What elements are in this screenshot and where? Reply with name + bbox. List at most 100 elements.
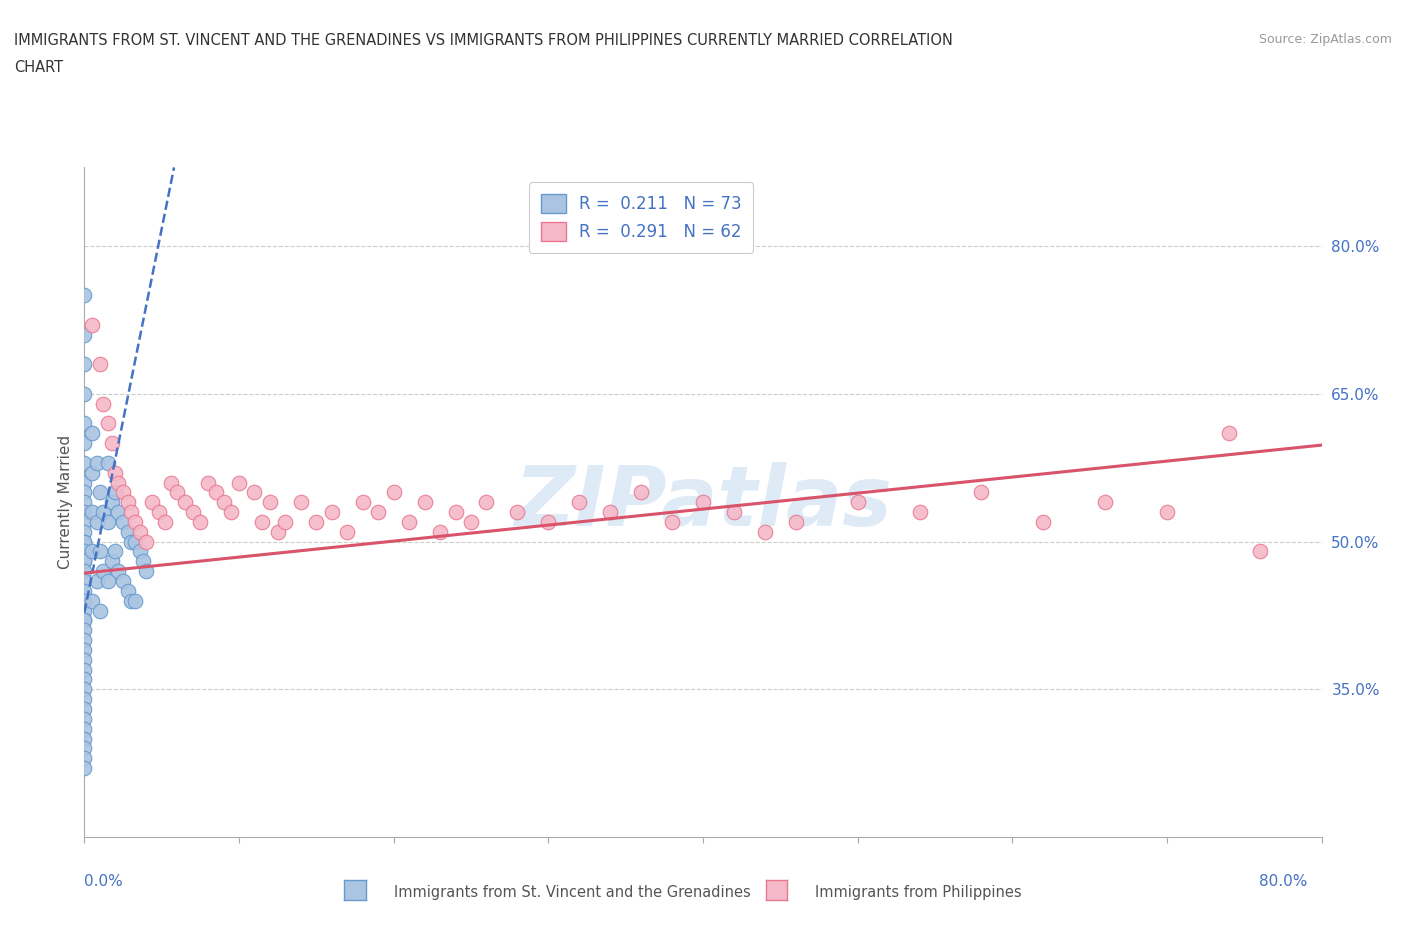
Point <box>73 761 96 776</box>
Point <box>73 387 96 402</box>
Legend: R =  0.211   N = 73, R =  0.291   N = 62: R = 0.211 N = 73, R = 0.291 N = 62 <box>529 182 754 253</box>
Point <box>274 514 297 529</box>
Point <box>73 623 96 638</box>
Point <box>129 544 152 559</box>
Point <box>73 544 96 559</box>
Point <box>73 534 96 549</box>
Point <box>82 317 104 332</box>
Point <box>97 416 120 431</box>
Point <box>107 564 129 578</box>
Point <box>367 505 389 520</box>
Point <box>82 593 104 608</box>
Point <box>82 505 104 520</box>
Point <box>243 485 266 499</box>
Text: CHART: CHART <box>14 60 63 75</box>
Point <box>181 505 204 520</box>
Point <box>336 525 359 539</box>
Point <box>382 485 405 499</box>
Point <box>1094 495 1116 510</box>
Point <box>908 505 931 520</box>
Point <box>73 593 96 608</box>
Point <box>73 514 96 529</box>
Point <box>124 534 146 549</box>
Point <box>97 456 120 471</box>
Point <box>73 416 96 431</box>
Point <box>73 652 96 667</box>
Point <box>73 554 96 569</box>
Point <box>86 514 108 529</box>
Text: Immigrants from St. Vincent and the Grenadines: Immigrants from St. Vincent and the Gren… <box>394 885 751 900</box>
Point <box>73 643 96 658</box>
Point <box>197 475 219 490</box>
Point <box>267 525 290 539</box>
Point <box>129 525 152 539</box>
Point <box>754 525 776 539</box>
Point <box>73 505 96 520</box>
Point <box>107 505 129 520</box>
Point <box>460 514 482 529</box>
Point <box>91 505 114 520</box>
Point <box>321 505 343 520</box>
Point <box>117 525 139 539</box>
Point <box>73 603 96 618</box>
Point <box>89 544 111 559</box>
Point <box>73 613 96 628</box>
Point <box>73 574 96 589</box>
Point <box>166 485 188 499</box>
Point <box>120 505 142 520</box>
Point <box>104 485 127 499</box>
Point <box>444 505 467 520</box>
Point <box>97 574 120 589</box>
Point <box>252 514 274 529</box>
Point <box>475 495 498 510</box>
Point <box>73 662 96 677</box>
Point <box>599 505 621 520</box>
Point <box>73 672 96 687</box>
Point <box>160 475 183 490</box>
Point <box>568 495 591 510</box>
Point <box>73 731 96 746</box>
Point <box>398 514 420 529</box>
Point <box>82 465 104 480</box>
Point <box>506 505 529 520</box>
Point <box>82 544 104 559</box>
Point <box>82 426 104 441</box>
Point <box>1156 505 1178 520</box>
Point <box>429 525 451 539</box>
Point <box>120 593 142 608</box>
Point <box>91 564 114 578</box>
Point <box>153 514 176 529</box>
Point <box>73 456 96 471</box>
Point <box>723 505 745 520</box>
Point <box>135 534 157 549</box>
Text: 0.0%: 0.0% <box>84 874 124 889</box>
Point <box>73 485 96 499</box>
Point <box>221 505 243 520</box>
Point <box>86 456 108 471</box>
Point <box>73 534 96 549</box>
Point <box>141 495 163 510</box>
Text: Immigrants from Philippines: Immigrants from Philippines <box>815 885 1022 900</box>
Point <box>91 396 114 411</box>
Point <box>101 495 124 510</box>
Point <box>305 514 328 529</box>
Point <box>117 495 139 510</box>
Point <box>89 485 111 499</box>
Y-axis label: Currently Married: Currently Married <box>58 435 73 569</box>
Point <box>174 495 197 510</box>
Point <box>73 613 96 628</box>
Point <box>97 514 120 529</box>
Point <box>73 357 96 372</box>
Point <box>104 544 127 559</box>
Point <box>413 495 436 510</box>
Point <box>73 554 96 569</box>
Point <box>73 711 96 726</box>
Point <box>1249 544 1271 559</box>
Point <box>228 475 250 490</box>
Point <box>970 485 993 499</box>
Point <box>259 495 281 510</box>
Point <box>73 495 96 510</box>
Point <box>1032 514 1054 529</box>
Point <box>73 564 96 578</box>
Point <box>205 485 228 499</box>
